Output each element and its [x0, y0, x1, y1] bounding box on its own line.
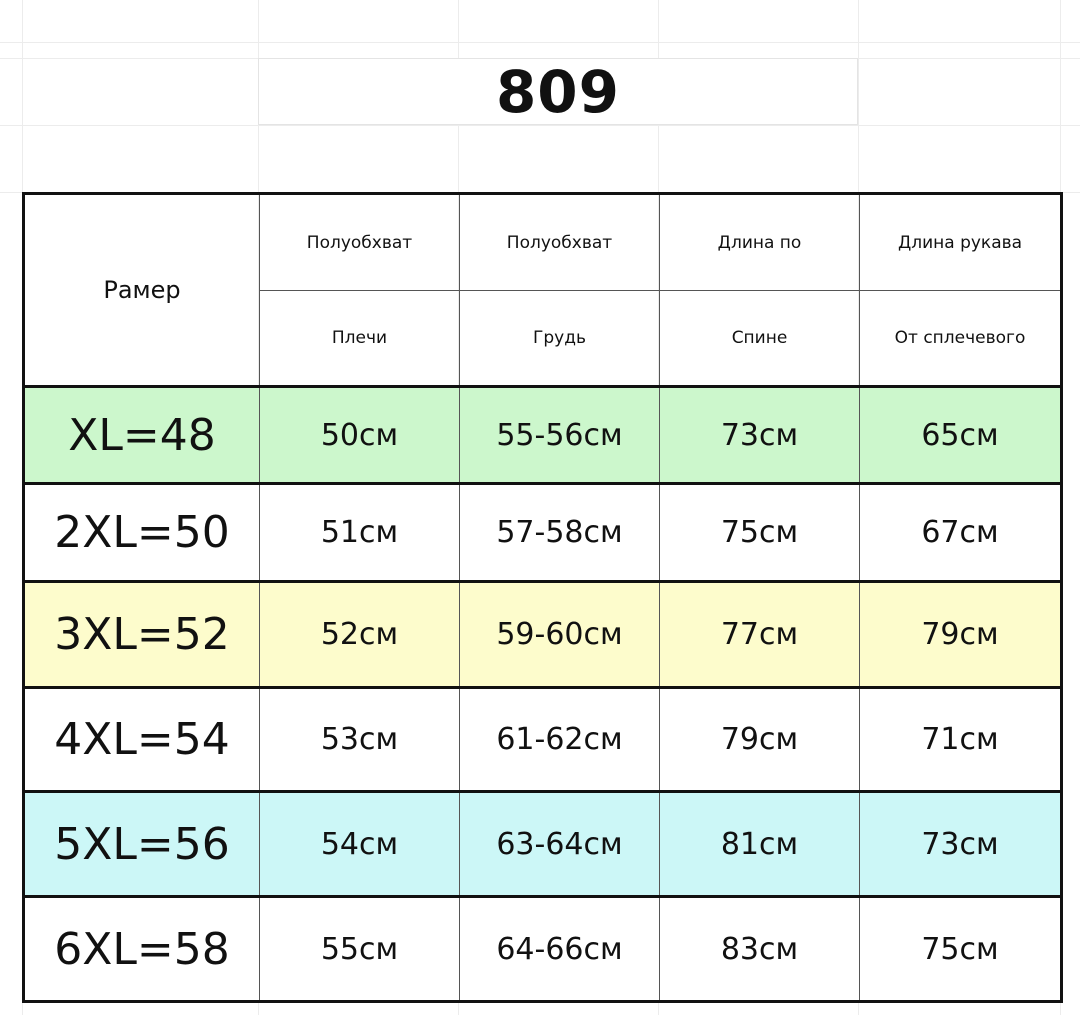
- header-back-1: Длина по: [659, 193, 860, 291]
- size-cell: 3XL=52: [23, 580, 260, 688]
- table-row: 4XL=54 53см 61-62см 79см 71см: [23, 686, 1062, 792]
- shoulders-cell: 51см: [259, 482, 460, 582]
- back-cell: 73см: [659, 385, 860, 484]
- size-cell: 4XL=54: [23, 686, 260, 792]
- sleeve-cell: 75см: [859, 895, 1062, 1002]
- header-shoulders-1: Полуобхват: [259, 193, 460, 291]
- header-chest-1: Полуобхват: [459, 193, 660, 291]
- back-cell: 77см: [659, 580, 860, 688]
- table-row: 5XL=56 54см 63-64см 81см 73см: [23, 790, 1062, 897]
- size-header: Рамер: [23, 193, 260, 387]
- chest-cell: 59-60см: [459, 580, 660, 688]
- back-cell: 75см: [659, 482, 860, 582]
- sleeve-cell: 73см: [859, 790, 1062, 897]
- shoulders-cell: 52см: [259, 580, 460, 688]
- back-cell: 83см: [659, 895, 860, 1002]
- table-row: XL=48 50см 55-56см 73см 65см: [23, 385, 1062, 484]
- header-sleeve-1: Длина рукава: [859, 193, 1062, 291]
- chest-cell: 55-56см: [459, 385, 660, 484]
- table-row: 6XL=58 55см 64-66см 83см 75см: [23, 895, 1062, 1002]
- back-cell: 79см: [659, 686, 860, 792]
- shoulders-cell: 50см: [259, 385, 460, 484]
- sleeve-cell: 65см: [859, 385, 1062, 484]
- size-cell: XL=48: [23, 385, 260, 484]
- header-sleeve-2: От сплечевого: [859, 290, 1062, 387]
- header-shoulders-2: Плечи: [259, 290, 460, 387]
- table-row: 2XL=50 51см 57-58см 75см 67см: [23, 482, 1062, 582]
- sleeve-cell: 71см: [859, 686, 1062, 792]
- shoulders-cell: 53см: [259, 686, 460, 792]
- header-back-2: Спине: [659, 290, 860, 387]
- table-row: 3XL=52 52см 59-60см 77см 79см: [23, 580, 1062, 688]
- size-cell: 2XL=50: [23, 482, 260, 582]
- sleeve-cell: 67см: [859, 482, 1062, 582]
- back-cell: 81см: [659, 790, 860, 897]
- header-chest-2: Грудь: [459, 290, 660, 387]
- chest-cell: 57-58см: [459, 482, 660, 582]
- shoulders-cell: 55см: [259, 895, 460, 1002]
- chest-cell: 61-62см: [459, 686, 660, 792]
- shoulders-cell: 54см: [259, 790, 460, 897]
- chart-title: 809: [258, 58, 858, 126]
- chest-cell: 63-64см: [459, 790, 660, 897]
- size-table: Рамер Полуобхват Полуобхват Длина по Дли…: [22, 192, 1063, 1003]
- sleeve-cell: 79см: [859, 580, 1062, 688]
- size-cell: 5XL=56: [23, 790, 260, 897]
- size-cell: 6XL=58: [23, 895, 260, 1002]
- chest-cell: 64-66см: [459, 895, 660, 1002]
